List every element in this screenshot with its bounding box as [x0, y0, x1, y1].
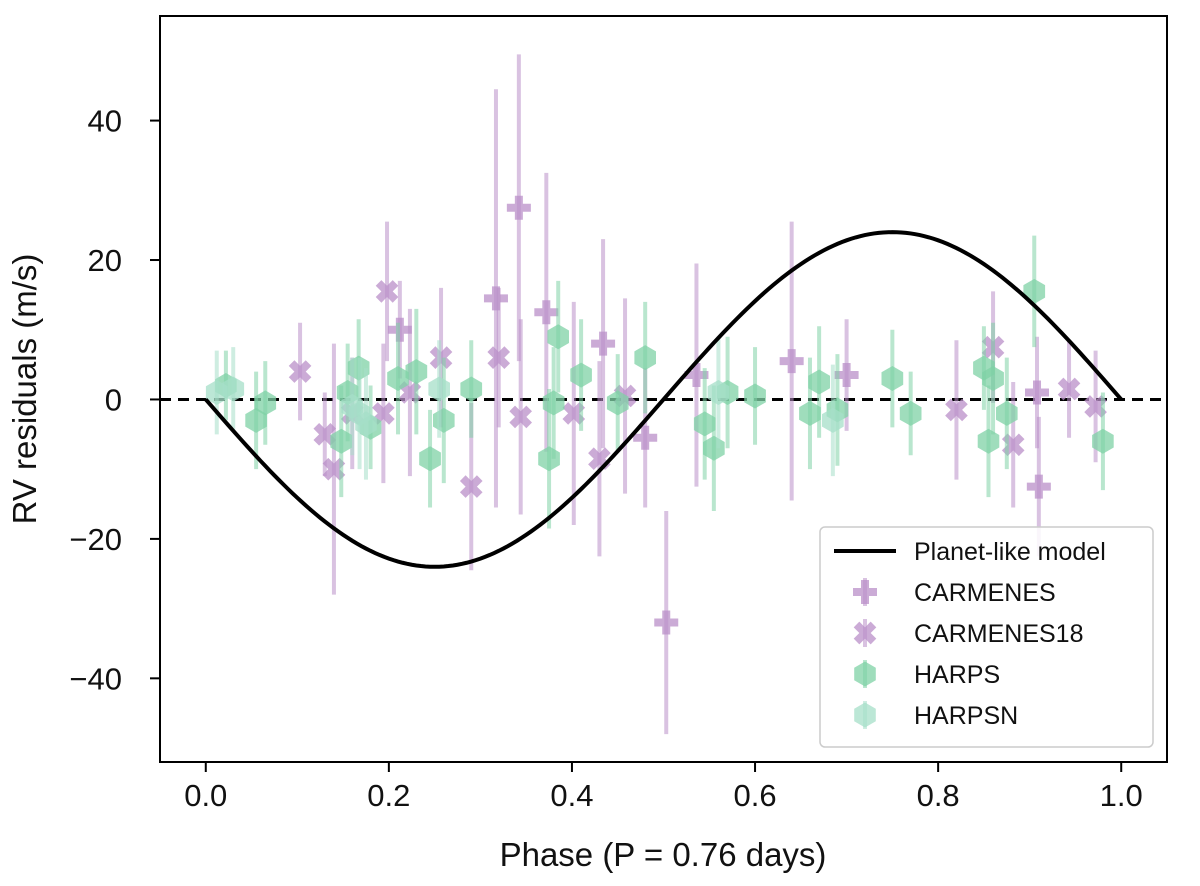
- data-point: [222, 376, 245, 402]
- data-point: [899, 400, 922, 426]
- data-point: [460, 376, 483, 402]
- y-tick-label: −40: [69, 661, 122, 696]
- data-point: [1026, 474, 1051, 499]
- legend-label-harpsn: HARPSN: [914, 702, 1018, 730]
- y-tick-label: 40: [88, 104, 122, 139]
- series-harpsn: [205, 336, 844, 480]
- data-point: [547, 324, 569, 350]
- data-point: [693, 411, 716, 437]
- data-point: [254, 390, 277, 416]
- data-point: [945, 398, 968, 422]
- data-point: [1057, 377, 1081, 401]
- data-point: [570, 362, 592, 388]
- x-tick-label: 0.4: [550, 778, 593, 813]
- legend-box: [819, 526, 1154, 748]
- data-point: [483, 286, 508, 311]
- data-point: [534, 300, 559, 325]
- data-point: [205, 380, 228, 405]
- data-point: [982, 366, 1004, 391]
- series-carmenes: [387, 54, 1051, 735]
- legend-marker-carmenes18: [853, 621, 877, 645]
- data-point: [355, 411, 377, 437]
- legend-label-model: Planet-like model: [914, 538, 1106, 566]
- data-point: [405, 359, 428, 385]
- data-point: [744, 383, 766, 409]
- data-point: [684, 363, 709, 388]
- data-point: [977, 428, 1000, 454]
- data-point: [387, 366, 409, 391]
- y-tick-label: −20: [69, 522, 122, 557]
- data-point: [654, 610, 679, 635]
- data-point: [822, 407, 844, 433]
- data-point: [881, 366, 904, 391]
- data-point: [375, 280, 399, 303]
- data-point: [634, 345, 656, 371]
- x-tick-label: 0.6: [733, 778, 776, 813]
- data-point: [834, 363, 859, 388]
- data-point: [808, 369, 830, 395]
- legend-label-harps: HARPS: [914, 661, 1000, 689]
- data-point: [428, 376, 450, 402]
- data-point: [419, 446, 441, 472]
- x-tick-label: 0.2: [367, 778, 410, 813]
- data-point: [996, 400, 1018, 426]
- data-point: [1092, 428, 1114, 454]
- data-point: [606, 390, 629, 416]
- plot-frame: [159, 15, 1168, 763]
- legend: Planet-like model CARMENES CARMENES18 HARPS…: [819, 526, 1154, 748]
- data-point: [487, 346, 511, 369]
- data-point: [707, 380, 730, 405]
- data-point: [459, 475, 483, 498]
- legend-marker-carmenes: [853, 580, 877, 604]
- data-point: [288, 360, 312, 383]
- legend-label-carmenes18: CARMENES18: [914, 620, 1084, 648]
- data-point: [509, 405, 533, 429]
- x-tick-label: 1.0: [1100, 778, 1143, 813]
- x-tick-label: 0.0: [184, 778, 227, 813]
- x-tick-label: 0.8: [917, 778, 960, 813]
- data-point: [1025, 380, 1050, 405]
- y-tick-label: 0: [105, 382, 122, 417]
- data-point: [591, 331, 616, 356]
- legend-marker-harps: [854, 661, 876, 687]
- y-axis-label: RV residuals (m/s): [6, 254, 43, 525]
- data-point: [779, 349, 804, 374]
- legend-label-carmenes: CARMENES: [914, 579, 1056, 607]
- x-axis-label: Phase (P = 0.76 days): [500, 836, 827, 873]
- planet-like-model-curve: [204, 230, 1123, 569]
- y-tick-label: 20: [88, 243, 122, 278]
- legend-marker-harpsn: [854, 702, 876, 728]
- data-point: [506, 195, 531, 220]
- data-point: [799, 400, 821, 426]
- data-point: [245, 407, 267, 433]
- data-point: [542, 390, 565, 416]
- data-point: [633, 425, 658, 450]
